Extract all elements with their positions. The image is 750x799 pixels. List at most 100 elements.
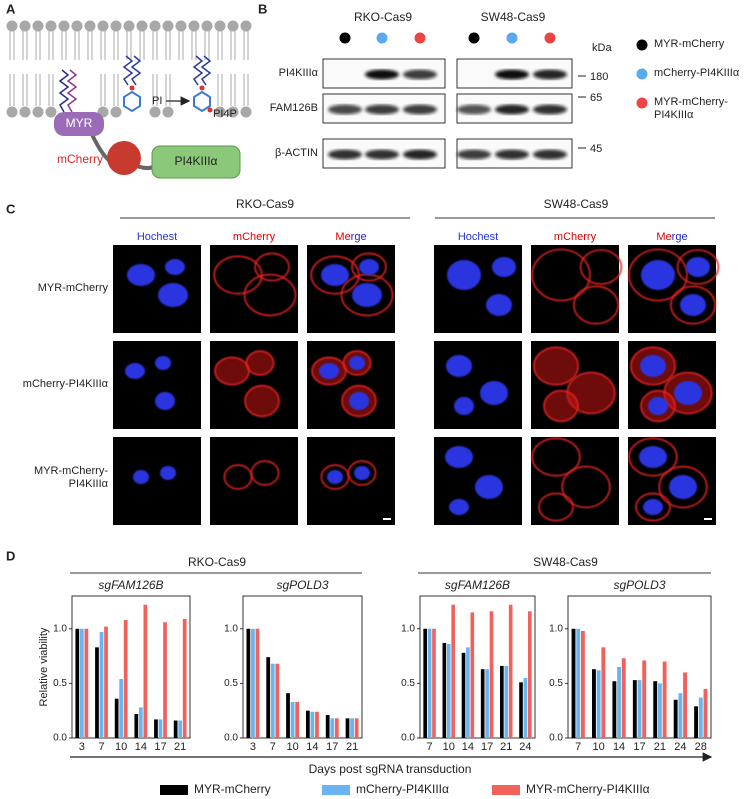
nucleus <box>352 283 382 307</box>
channel-label: Hochest <box>458 231 498 243</box>
bar <box>662 661 667 738</box>
lipid-head <box>240 106 252 118</box>
bar <box>114 698 119 738</box>
bar <box>154 719 158 738</box>
lipid-head <box>162 20 174 32</box>
blot-band <box>403 104 437 115</box>
x-tick-label: 10 <box>443 741 455 753</box>
nucleus <box>669 475 697 499</box>
bar <box>653 681 658 738</box>
bar <box>466 647 470 738</box>
inositol <box>193 90 211 113</box>
nucleus <box>680 294 706 316</box>
nucleus <box>445 446 473 468</box>
micrograph <box>531 245 619 333</box>
plot-frame <box>71 595 191 739</box>
bar <box>576 628 581 738</box>
blot-band <box>533 149 567 160</box>
blot-band <box>495 104 529 115</box>
bar <box>442 642 447 738</box>
myristoyl-chain <box>66 69 78 113</box>
nucleus <box>492 257 516 277</box>
blot-label: FAM126B <box>270 102 318 114</box>
lipid-head <box>97 20 109 32</box>
mcherry-label: mCherry <box>57 152 103 166</box>
lane-dot <box>468 32 480 44</box>
cell-membrane <box>254 252 290 282</box>
blot-band <box>365 149 399 160</box>
bar <box>143 604 148 738</box>
bar <box>134 713 139 738</box>
pi4k-label: PI4KIIIα <box>175 154 218 168</box>
nucleus <box>321 264 349 286</box>
bar <box>305 710 310 738</box>
x-tick-label: 14 <box>135 741 147 753</box>
nucleus <box>349 392 369 410</box>
bar <box>423 628 427 738</box>
x-tick-label: 14 <box>462 741 474 753</box>
bar <box>523 677 528 738</box>
row-label: MYR-mCherry <box>37 282 108 294</box>
y-tick-label: 1.0 <box>224 623 238 634</box>
lane-dot <box>506 32 518 44</box>
lipid-head <box>32 106 44 118</box>
channel-label: mCherry <box>233 231 276 243</box>
myr-shape <box>54 112 104 136</box>
cell-membrane <box>676 249 720 285</box>
chart-title: sgPOLD3 <box>276 578 328 592</box>
cell-membrane <box>243 273 297 317</box>
x-tick-label: 21 <box>654 741 666 753</box>
legend-swatch <box>322 785 350 795</box>
lane-dot <box>376 32 388 44</box>
bar <box>612 681 617 738</box>
legend-label: mCherry-PI4KIIIα <box>654 67 740 79</box>
x-tick-label: 7 <box>427 741 433 753</box>
bar <box>427 628 432 738</box>
nucleus <box>133 470 149 484</box>
marker-label: 45 <box>590 143 602 155</box>
cell-membrane <box>244 384 280 418</box>
nucleus <box>155 356 171 370</box>
legend-dot <box>636 39 648 51</box>
lipid-head <box>45 20 57 32</box>
membrane <box>6 20 252 118</box>
blot-band <box>533 104 567 115</box>
lipid-head <box>240 20 252 32</box>
x-tick-label: 3 <box>250 741 256 753</box>
chart-title: sgPOLD3 <box>613 578 665 592</box>
x-tick-label: 7 <box>270 741 276 753</box>
blot-band <box>403 69 437 80</box>
legend-swatch <box>160 785 188 795</box>
lipid-chain <box>200 55 212 86</box>
nucleus <box>640 355 666 377</box>
lipid-head <box>19 20 31 32</box>
nucleus <box>125 363 145 379</box>
bar <box>104 626 108 738</box>
phosphate <box>199 85 205 91</box>
x-tick-label: 10 <box>593 741 605 753</box>
y-tick-label: 0.0 <box>549 733 563 744</box>
charts: sgFAM126B 0.0 0.5 1.0 3 7 10 14 17 21 sgPOLD3 0.0 0.… <box>53 578 712 753</box>
bar <box>592 669 596 738</box>
legend-label: MYR-mCherry-PI4KIIIα <box>526 782 650 796</box>
chart-title: sgFAM126B <box>445 578 510 592</box>
nucleus <box>158 283 188 307</box>
x-tick-label: 21 <box>346 741 358 753</box>
y-tick-label: 1.0 <box>401 623 415 634</box>
nucleus <box>639 446 667 468</box>
micrograph <box>113 437 201 525</box>
bar <box>678 693 683 738</box>
lipid-chain <box>192 55 204 86</box>
mcherry-shape <box>107 141 141 175</box>
nucleus <box>686 257 710 277</box>
cell-membrane <box>214 356 250 386</box>
lipid-head <box>6 106 18 118</box>
legend-dot <box>636 97 648 109</box>
blot-band <box>403 149 437 160</box>
blot-label: PI4KIIIα <box>279 67 319 79</box>
bar <box>683 672 687 738</box>
bar <box>84 628 89 738</box>
cell-membrane <box>250 460 280 486</box>
blots <box>322 32 573 169</box>
